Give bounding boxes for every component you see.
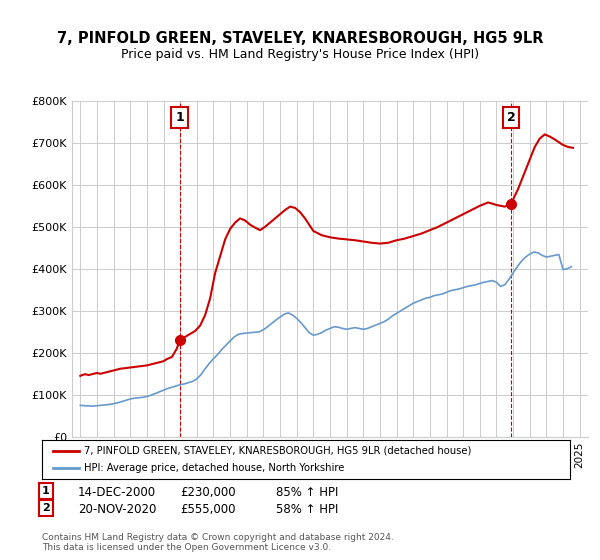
- Text: 14-DEC-2000: 14-DEC-2000: [78, 486, 156, 499]
- Text: 1: 1: [42, 486, 50, 496]
- Text: Contains HM Land Registry data © Crown copyright and database right 2024.: Contains HM Land Registry data © Crown c…: [42, 533, 394, 542]
- Text: 7, PINFOLD GREEN, STAVELEY, KNARESBOROUGH, HG5 9LR: 7, PINFOLD GREEN, STAVELEY, KNARESBOROUG…: [57, 31, 543, 46]
- Text: 2: 2: [507, 111, 515, 124]
- Text: £555,000: £555,000: [180, 503, 235, 516]
- Text: HPI: Average price, detached house, North Yorkshire: HPI: Average price, detached house, Nort…: [84, 463, 344, 473]
- Text: 1: 1: [175, 111, 184, 124]
- Text: £230,000: £230,000: [180, 486, 236, 499]
- Text: 58% ↑ HPI: 58% ↑ HPI: [276, 503, 338, 516]
- Text: This data is licensed under the Open Government Licence v3.0.: This data is licensed under the Open Gov…: [42, 543, 331, 552]
- Text: 20-NOV-2020: 20-NOV-2020: [78, 503, 157, 516]
- Text: 85% ↑ HPI: 85% ↑ HPI: [276, 486, 338, 499]
- Text: Price paid vs. HM Land Registry's House Price Index (HPI): Price paid vs. HM Land Registry's House …: [121, 48, 479, 60]
- Text: 7, PINFOLD GREEN, STAVELEY, KNARESBOROUGH, HG5 9LR (detached house): 7, PINFOLD GREEN, STAVELEY, KNARESBOROUG…: [84, 446, 472, 456]
- Text: 2: 2: [42, 503, 50, 513]
